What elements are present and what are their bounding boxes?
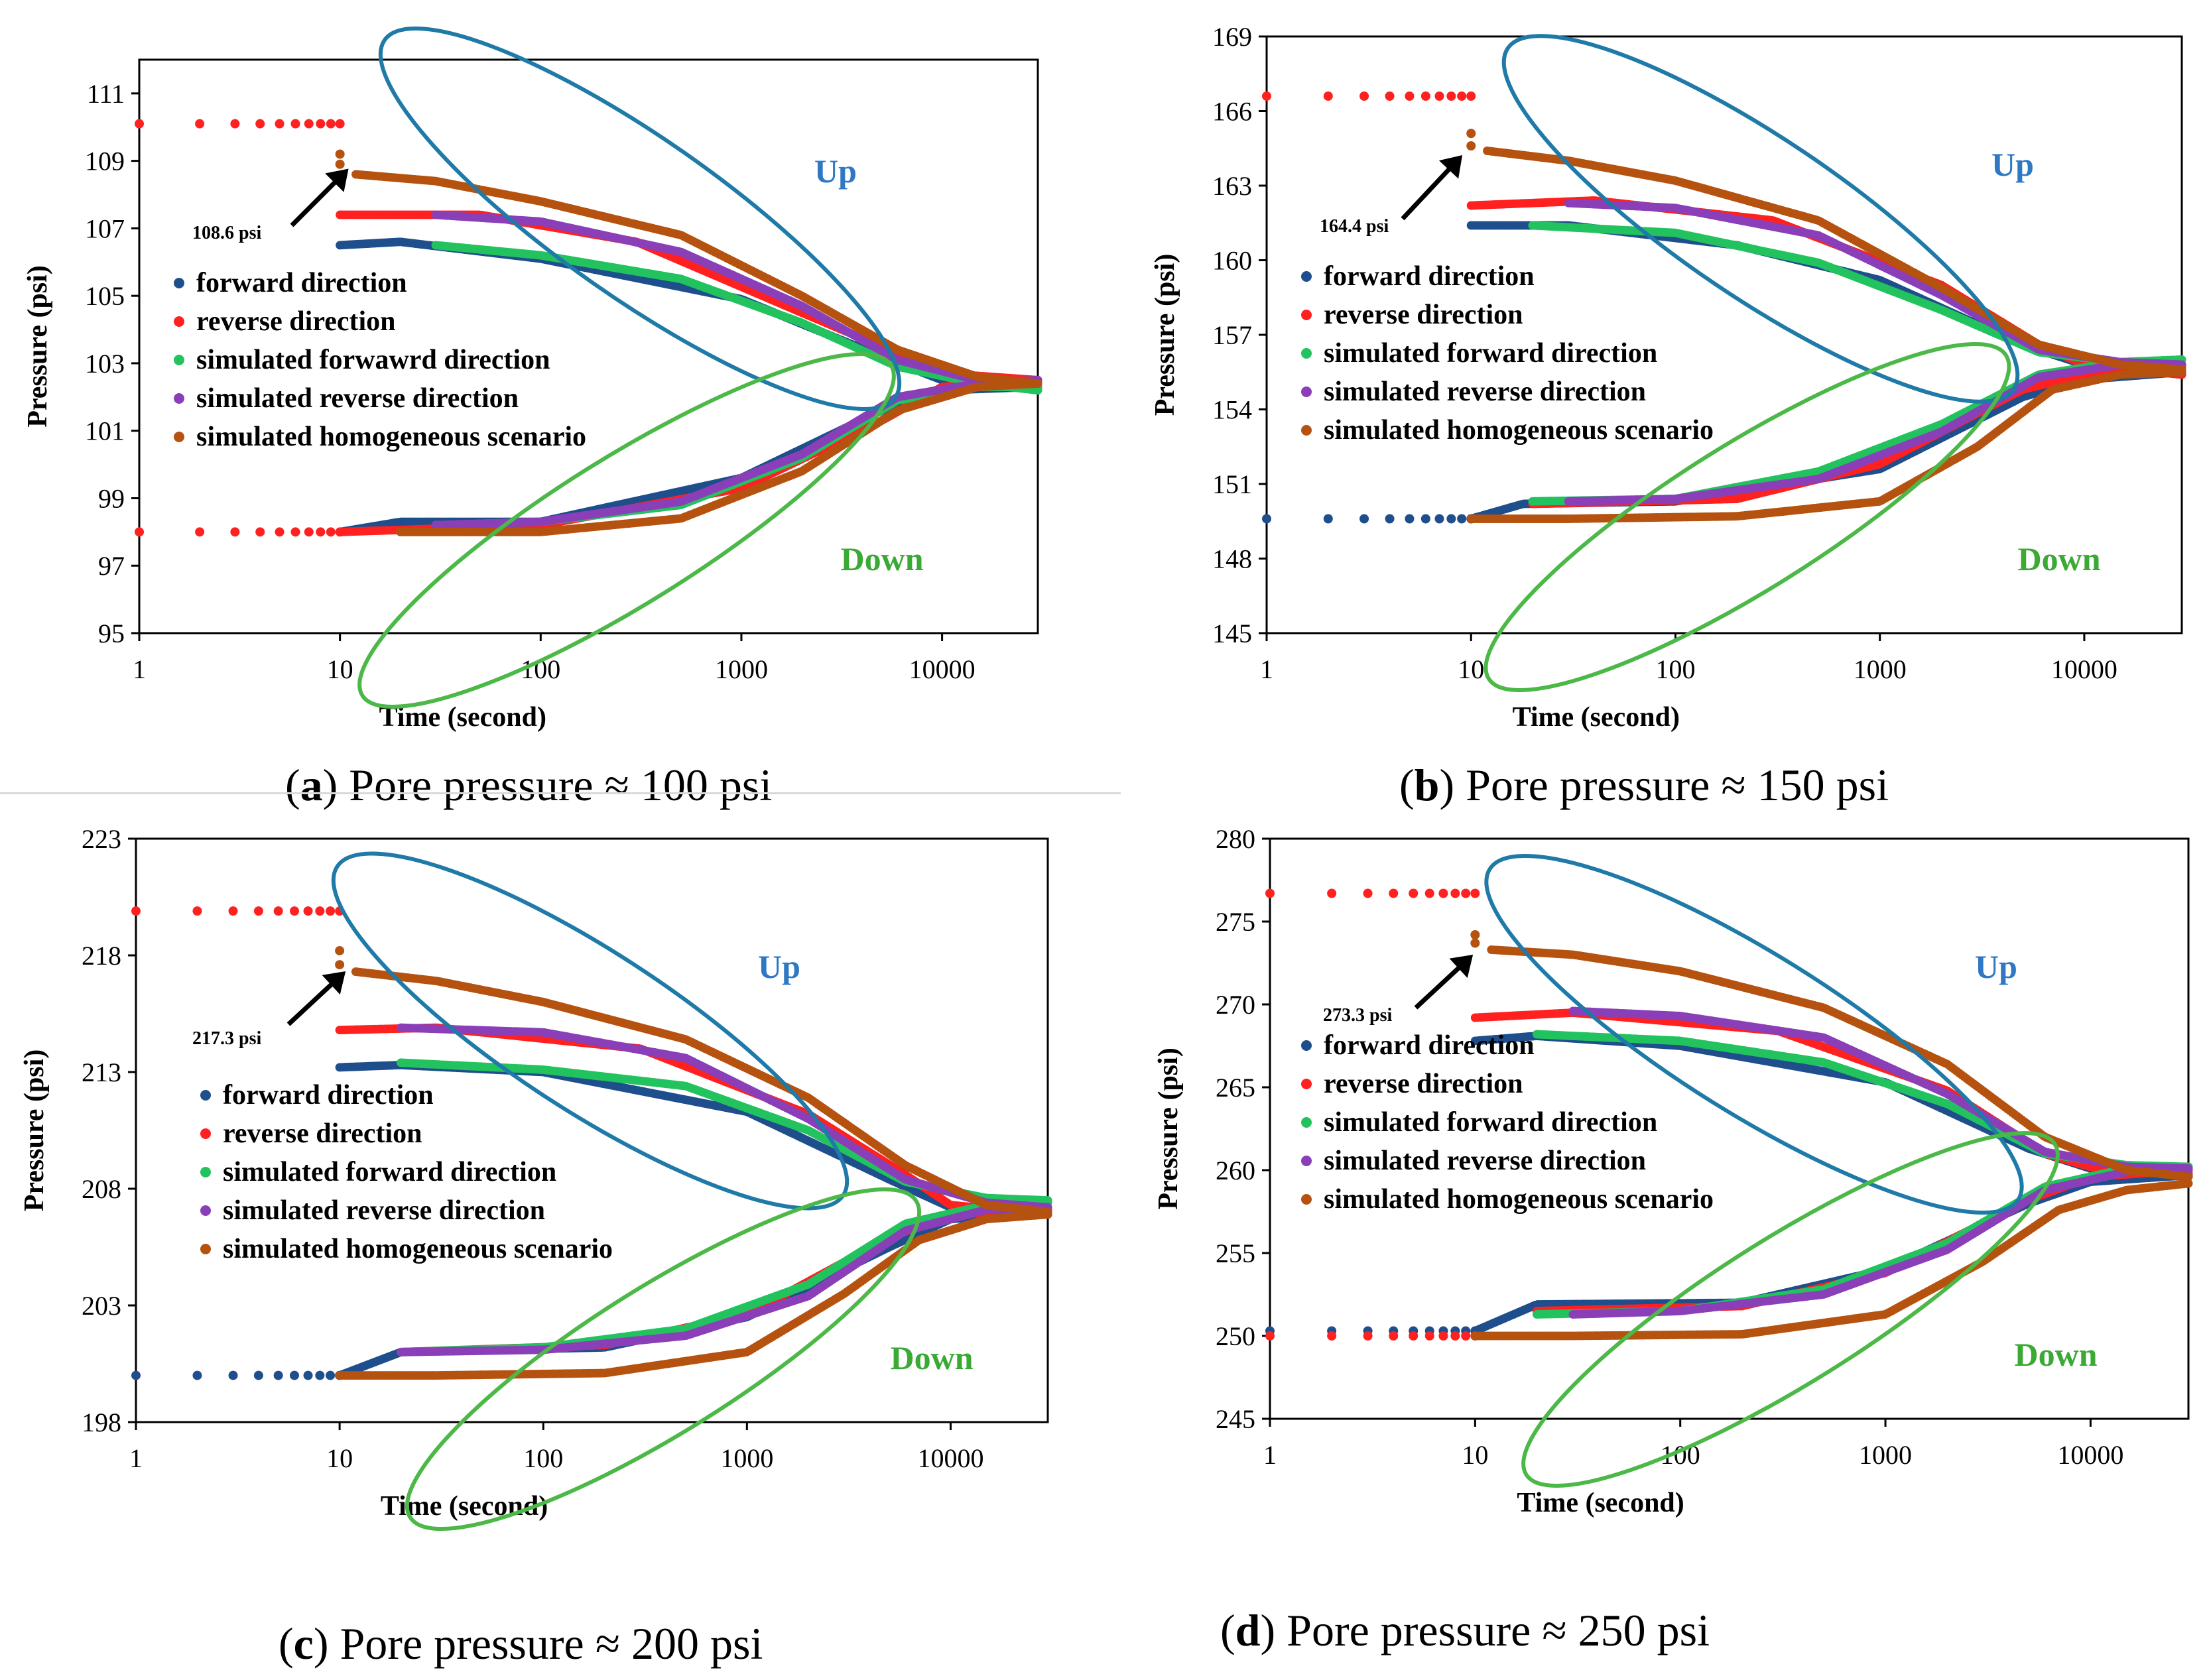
point-a-sim_homog-early-1 [335,159,345,169]
x-tick-label-b-2: 100 [1655,654,1695,684]
y-tick-label-b-1: 148 [1212,544,1252,574]
y-tick-label-a-4: 103 [85,349,125,379]
y-tick-label-a-1: 97 [98,551,125,581]
point-a-sim_homog-down-270 [1033,379,1042,388]
point-b-forward-earlylow-6 [1434,514,1444,524]
point-b-reverse-early-4 [1405,91,1415,101]
point-a-reverse-early-3 [255,119,265,129]
point-a-reverse-early-2 [230,119,240,129]
legend-marker-a-1 [174,316,184,327]
point-b-reverse-early-7 [1446,91,1456,101]
point-b-reverse-early-1 [1323,91,1333,101]
point-b-forward-earlylow-3 [1385,514,1395,524]
point-a-reverse-early-1 [195,119,205,129]
series-a-sim_homog [335,149,1042,536]
point-a-reverse-earlylow-3 [255,527,265,537]
annotation-label-a: 108.6 psi [192,223,261,243]
point-b-forward-earlylow-7 [1446,514,1456,524]
point-a-reverse-earlylow-0 [135,527,144,537]
point-b-reverse-early-3 [1385,91,1395,101]
y-axis-label-b: Pressure (psi) [1150,254,1180,416]
x-tick-label-b-3: 1000 [1854,654,1907,684]
x-tick-label-a-3: 1000 [715,654,768,684]
point-a-reverse-early-0 [135,119,144,129]
y-tick-label-b-7: 166 [1212,97,1252,127]
point-b-forward-earlylow-8 [1457,514,1467,524]
chart-b-svg: 145 148 151 154 157 160 163 166 169 1 10 100 1000 100… [1150,22,2186,733]
y-tick-label-a-5: 105 [85,281,125,311]
plot-frame-a [138,58,1039,634]
point-a-reverse-early-4 [275,119,284,129]
point-b-reverse-early-6 [1434,91,1444,101]
x-tick-label-b-0: 1 [1260,654,1273,684]
point-a-reverse-earlylow-9 [335,527,345,537]
legend-marker-a-0 [174,278,184,288]
y-tick-label-a-6: 107 [85,213,125,243]
region-label-up-a: Up [814,152,857,190]
point-a-reverse-earlylow-4 [275,527,284,537]
y-tick-label-b-0: 145 [1212,619,1252,648]
legend-item-a-2: simulated forwawrd direction [196,345,550,375]
x-axis-label-b: Time (second) [1513,702,1680,733]
y-tick-label-b-6: 163 [1212,171,1252,201]
point-b-reverse-early-5 [1420,91,1430,101]
x-tick-label-a-0: 1 [133,654,146,684]
legend-a: forward direction reverse direction simula… [174,268,586,452]
y-tick-label-a-3: 101 [85,416,125,446]
x-tick-label-a-4: 10000 [909,654,976,684]
point-a-reverse-earlylow-8 [326,527,336,537]
annotation-arrowhead-a [325,168,349,192]
point-a-reverse-earlylow-5 [290,527,300,537]
point-a-reverse-early-6 [304,119,314,129]
legend-item-a-0: forward direction [196,268,407,298]
point-a-reverse-early-7 [316,119,326,129]
point-b-forward-earlylow-0 [1262,514,1271,524]
point-b-forward-earlylow-2 [1359,514,1369,524]
point-a-reverse-early-8 [326,119,336,129]
x-tick-label-b-4: 10000 [2051,654,2117,684]
point-a-reverse-earlylow-6 [304,527,314,537]
point-b-forward-earlylow-5 [1420,514,1430,524]
point-b-forward-earlylow-4 [1405,514,1415,524]
point-a-reverse-earlylow-1 [195,527,205,537]
caption-a-text: ) Pore pressure ≈ 100 psi [322,760,773,810]
point-a-reverse-earlylow-7 [316,527,326,537]
point-b-reverse-early-2 [1359,91,1369,101]
y-tick-label-b-2: 151 [1212,469,1252,499]
point-a-reverse-early-5 [290,119,300,129]
chart-panel-a: 95 97 99 101 103 105 107 109 111 1 10 100 1000 10000 T… [0,27,1127,789]
y-tick-label-b-4: 157 [1212,320,1252,350]
legend-marker-a-2 [174,355,184,365]
point-b-reverse-early-0 [1262,91,1271,101]
y-tick-label-a-8: 111 [87,79,125,109]
caption-a-letter: a [300,760,323,810]
legend-marker-a-4 [174,432,184,442]
chart-panel-b: 145 148 151 154 157 160 163 166 169 1 10 100 1000 100… [1127,22,2207,789]
point-a-reverse-early-9 [335,119,345,129]
legend-item-a-1: reverse direction [196,306,396,337]
y-tick-label-a-0: 95 [98,619,125,648]
legend-marker-a-3 [174,393,184,404]
legend-item-a-4: simulated homogeneous scenario [196,422,586,452]
point-b-reverse-early-8 [1457,91,1467,101]
down-region-ellipse-a [357,352,896,709]
annotation-arrow-a [290,177,340,227]
y-tick-label-a-7: 109 [85,147,125,176]
up-region-ellipse-a [378,27,902,411]
point-a-sim_homog-early-0 [335,149,345,159]
x-tick-label-b-1: 10 [1458,654,1484,684]
region-label-down-a: Down [840,540,923,577]
point-a-reverse-earlylow-2 [230,527,240,537]
caption-a: (a) Pore pressure ≈ 100 psi [285,760,773,810]
point-b-forward-earlylow-1 [1323,514,1333,524]
point-b-reverse-early-9 [1466,91,1476,101]
y-tick-label-b-5: 160 [1212,246,1252,276]
y-tick-label-a-2: 99 [98,483,125,513]
x-tick-label-a-1: 10 [327,654,353,684]
y-tick-label-b-3: 154 [1212,395,1252,425]
y-tick-label-b-8: 169 [1212,27,1252,52]
y-axis-label-a: Pressure (psi) [23,265,53,428]
legend-item-a-3: simulated reverse direction [196,383,519,414]
